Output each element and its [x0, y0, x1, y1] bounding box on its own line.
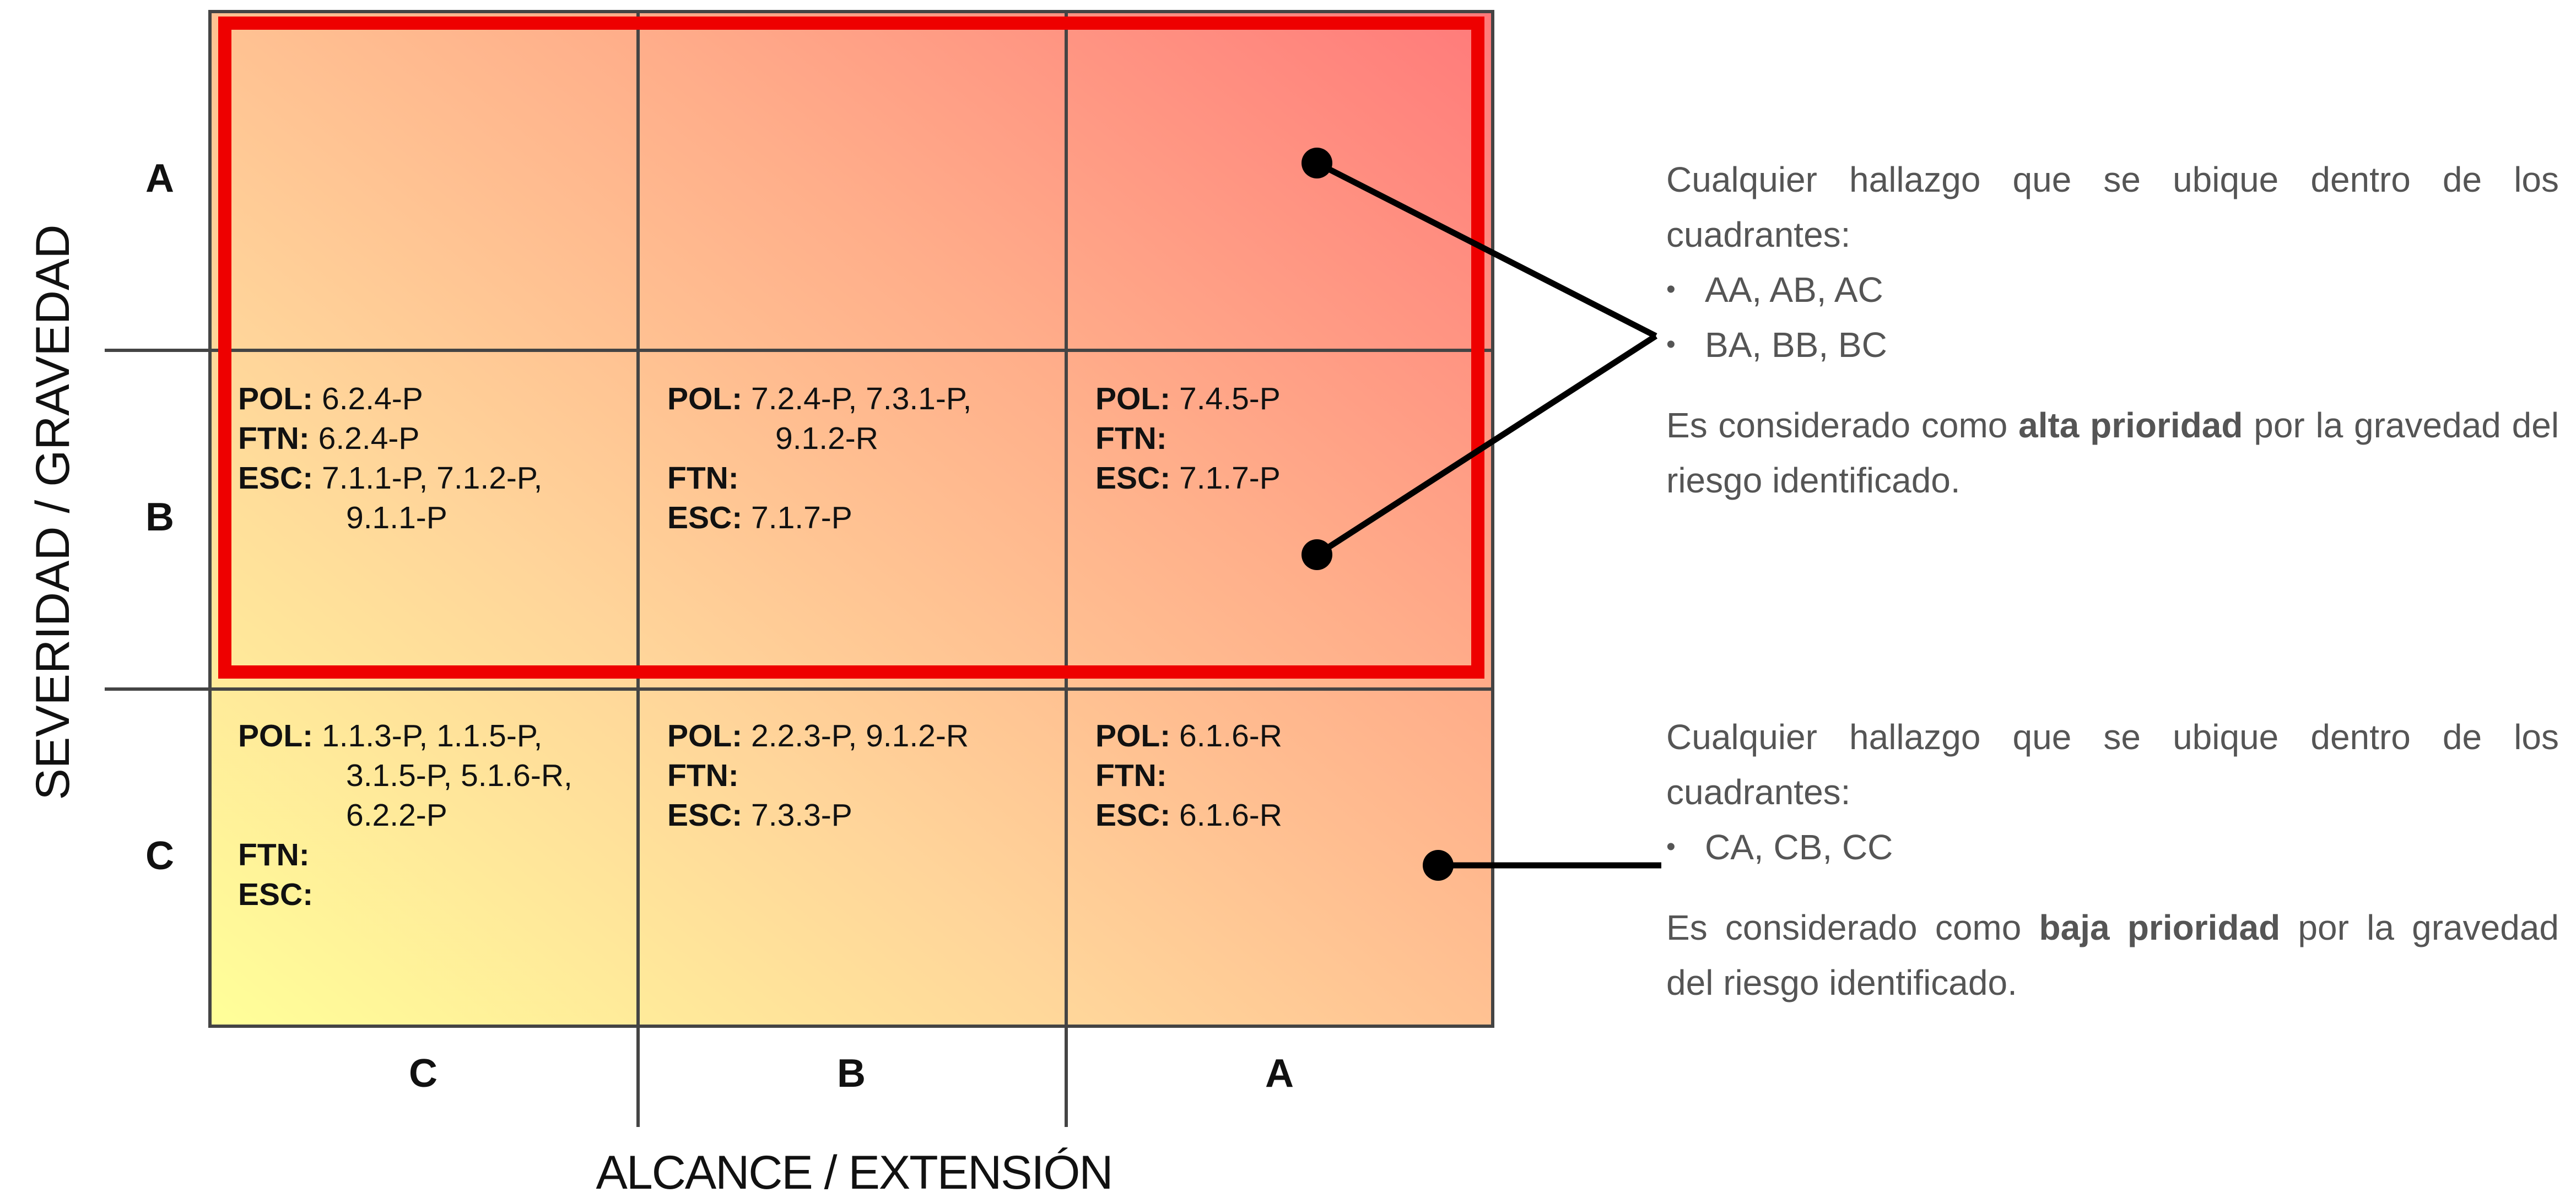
note-low-priority: Cualquier hallazgo que se ubique dentro …	[1666, 709, 2559, 1010]
pol-value: 6.2.4-P	[322, 381, 423, 416]
pol-value: 7.4.5-P	[1179, 381, 1281, 416]
high-priority-highlight	[218, 17, 1484, 679]
cell-cb: POL: 2.2.3-P, 9.1.2-R FTN: ESC: 7.3.3-P	[667, 716, 969, 835]
marker-dot-ca	[1423, 850, 1454, 881]
grid-hline-1	[105, 349, 1494, 352]
pol-value-cont-2: 6.2.2-P	[346, 798, 447, 833]
pol-label: POL:	[667, 718, 743, 754]
bullet-text: CA, CB, CC	[1705, 827, 1893, 867]
pol-value-cont: 9.1.2-R	[775, 421, 878, 456]
conclusion-emphasis: baja prioridad	[2039, 908, 2281, 947]
bullet-icon: •	[1666, 832, 1676, 861]
pol-value: 2.2.3-P, 9.1.2-R	[751, 718, 969, 754]
ftn-label: FTN:	[1095, 421, 1167, 456]
esc-label: ESC:	[1095, 798, 1171, 833]
grid-vline-2	[1065, 10, 1068, 1127]
cell-ba: POL: 7.4.5-P FTN: ESC: 7.1.7-P	[1095, 379, 1281, 498]
cell-bc: POL: 6.2.4-P FTN: 6.2.4-P ESC: 7.1.1-P, …	[238, 379, 542, 538]
row-label-c: C	[145, 834, 174, 878]
bullet-text: BA, BB, BC	[1705, 325, 1887, 365]
esc-value: 7.1.1-P, 7.1.2-P,	[322, 460, 543, 496]
bullet-icon: •	[1666, 275, 1676, 304]
note-high-priority: Cualquier hallazgo que se ubique dentro …	[1666, 152, 2559, 508]
esc-label: ESC:	[238, 877, 314, 912]
conclusion-pre: Es considerado como	[1666, 405, 2008, 445]
ftn-label: FTN:	[238, 421, 310, 456]
note-low-conclusion: Es considerado como baja prioridad por l…	[1666, 900, 2559, 1010]
esc-value: 7.1.7-P	[1179, 460, 1281, 496]
row-label-a: A	[145, 156, 174, 201]
marker-dot-aa	[1301, 148, 1332, 178]
pol-value: 6.1.6-R	[1179, 718, 1282, 754]
cell-ca: POL: 6.1.6-R FTN: ESC: 6.1.6-R	[1095, 716, 1282, 835]
note-high-bullet-1: • AA, AB, AC	[1666, 262, 2559, 317]
note-high-conclusion: Es considerado como alta prioridad por l…	[1666, 398, 2559, 508]
conclusion-post: por la gravedad del riesgo identificado.	[1666, 908, 2559, 1003]
conclusion-pre: Es considerado como	[1666, 908, 2022, 947]
col-label-c: C	[409, 1052, 438, 1096]
esc-value: 7.3.3-P	[751, 798, 852, 833]
esc-label: ESC:	[238, 460, 314, 496]
cell-bb: POL: 7.2.4-P, 7.3.1-P, 9.1.2-R FTN: ESC:…	[667, 379, 971, 538]
pol-value-cont: 3.1.5-P, 5.1.6-R,	[346, 758, 573, 793]
pol-value: 7.2.4-P, 7.3.1-P,	[751, 381, 972, 416]
col-label-a: A	[1265, 1052, 1294, 1096]
note-low-bullet-1: • CA, CB, CC	[1666, 820, 2559, 875]
pol-label: POL:	[1095, 718, 1171, 754]
grid-hline-2	[105, 687, 1494, 691]
esc-label: ESC:	[1095, 460, 1171, 496]
note-low-intro: Cualquier hallazgo que se ubique dentro …	[1666, 717, 2559, 812]
bullet-text: AA, AB, AC	[1705, 270, 1883, 310]
marker-dot-bb	[1301, 539, 1332, 570]
cell-cc: POL: 1.1.3-P, 1.1.5-P, 3.1.5-P, 5.1.6-R,…	[238, 716, 573, 914]
ftn-label: FTN:	[667, 460, 739, 496]
grid-vline-1	[636, 10, 640, 1127]
esc-value: 6.1.6-R	[1179, 798, 1282, 833]
esc-label: ESC:	[667, 500, 743, 535]
esc-value: 7.1.7-P	[751, 500, 852, 535]
risk-matrix-grid	[208, 10, 1494, 1028]
pol-value: 1.1.3-P, 1.1.5-P,	[322, 718, 543, 754]
bullet-icon: •	[1666, 330, 1676, 359]
connector-line-mid	[1315, 333, 1657, 557]
ftn-value: 6.2.4-P	[318, 421, 420, 456]
pol-label: POL:	[238, 381, 314, 416]
row-label-b: B	[145, 495, 174, 539]
ftn-label: FTN:	[1095, 758, 1167, 793]
esc-value-cont: 9.1.1-P	[346, 500, 447, 535]
connector-line-top	[1315, 160, 1657, 339]
ftn-label: FTN:	[667, 758, 739, 793]
pol-label: POL:	[1095, 381, 1171, 416]
esc-label: ESC:	[667, 798, 743, 833]
pol-label: POL:	[667, 381, 743, 416]
note-high-bullet-2: • BA, BB, BC	[1666, 317, 2559, 372]
conclusion-post: por la gravedad del riesgo identificado.	[1666, 405, 2559, 500]
pol-label: POL:	[238, 718, 314, 754]
note-high-intro: Cualquier hallazgo que se ubique dentro …	[1666, 160, 2559, 254]
conclusion-emphasis: alta prioridad	[2018, 405, 2243, 445]
x-axis-title: ALCANCE / EXTENSIÓN	[596, 1146, 1114, 1199]
ftn-label: FTN:	[238, 837, 310, 873]
col-label-b: B	[837, 1052, 866, 1096]
